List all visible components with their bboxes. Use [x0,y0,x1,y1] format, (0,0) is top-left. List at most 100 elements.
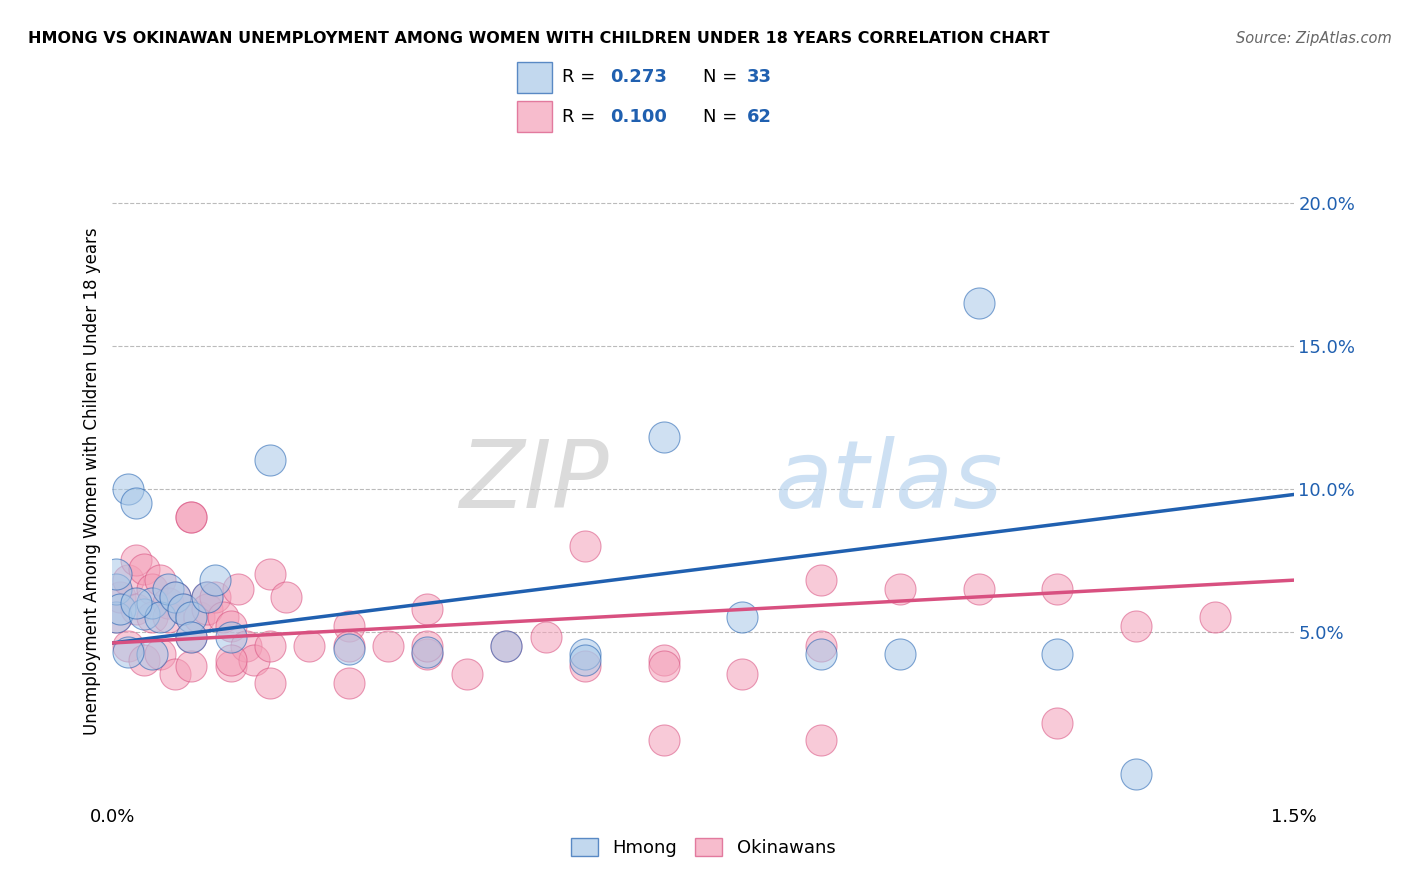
Point [180,510,202,524]
Point [188,610,211,624]
Point [117,573,139,587]
Point [337,676,360,690]
Point [105,582,128,596]
Point [235,639,257,653]
Point [274,591,297,605]
Text: Source: ZipAtlas.com: Source: ZipAtlas.com [1236,31,1392,46]
Point [259,453,281,467]
Point [165,667,187,681]
Point [1046,648,1069,662]
Text: HMONG VS OKINAWAN UNEMPLOYMENT AMONG WOMEN WITH CHILDREN UNDER 18 YEARS CORRELAT: HMONG VS OKINAWAN UNEMPLOYMENT AMONG WOM… [28,31,1050,46]
Point [652,653,675,667]
Point [259,639,281,653]
Text: N =: N = [703,108,742,126]
Point [180,610,202,624]
Point [495,639,517,653]
Point [149,573,172,587]
Text: N =: N = [703,69,742,87]
Point [141,596,163,610]
Point [652,658,675,673]
Point [204,573,226,587]
Point [967,296,990,310]
Point [156,610,179,624]
Point [337,619,360,633]
Y-axis label: Unemployment Among Women with Children Under 18 years: Unemployment Among Women with Children U… [83,227,101,736]
Point [967,582,990,596]
Point [180,630,202,644]
Point [195,591,218,605]
Point [495,639,517,653]
Point [574,658,596,673]
Text: atlas: atlas [773,436,1002,527]
Point [652,430,675,444]
Point [165,591,187,605]
Point [377,639,399,653]
Point [125,553,148,567]
Point [172,601,194,615]
Point [259,676,281,690]
Point [219,658,242,673]
Point [105,567,128,582]
Point [1046,582,1069,596]
Point [1204,610,1226,624]
Text: 0.273: 0.273 [610,69,666,87]
Point [125,496,148,510]
Point [574,653,596,667]
Point [810,733,832,747]
Point [534,630,557,644]
Point [180,510,202,524]
Point [337,639,360,653]
Point [125,596,148,610]
Point [141,582,163,596]
Point [337,641,360,656]
Text: R =: R = [562,108,602,126]
Point [180,630,202,644]
Point [456,667,478,681]
Point [117,482,139,496]
Point [219,653,242,667]
Point [117,644,139,658]
Point [1125,619,1147,633]
Point [141,610,163,624]
Point [219,619,242,633]
Point [416,644,439,658]
Point [574,648,596,662]
Point [810,573,832,587]
Point [149,610,172,624]
Point [132,607,155,622]
Point [195,601,218,615]
Point [889,582,911,596]
FancyBboxPatch shape [517,62,551,93]
Point [889,648,911,662]
Point [211,610,233,624]
Point [195,591,218,605]
Text: 33: 33 [747,69,772,87]
Point [810,639,832,653]
Point [132,562,155,576]
FancyBboxPatch shape [517,102,551,132]
Point [810,648,832,662]
Point [125,601,148,615]
Point [652,733,675,747]
Point [259,567,281,582]
Text: R =: R = [562,69,602,87]
Point [1046,715,1069,730]
Point [298,639,321,653]
Point [156,582,179,596]
Point [180,658,202,673]
Point [416,639,439,653]
Legend: Hmong, Okinawans: Hmong, Okinawans [564,830,842,864]
Point [132,653,155,667]
Point [243,653,266,667]
Point [204,591,226,605]
Text: ZIP: ZIP [458,436,609,527]
Point [731,667,754,681]
Point [219,630,242,644]
Point [731,610,754,624]
Point [105,610,128,624]
Text: 62: 62 [747,108,772,126]
Point [149,648,172,662]
Point [117,639,139,653]
Point [105,610,128,624]
Point [165,591,187,605]
